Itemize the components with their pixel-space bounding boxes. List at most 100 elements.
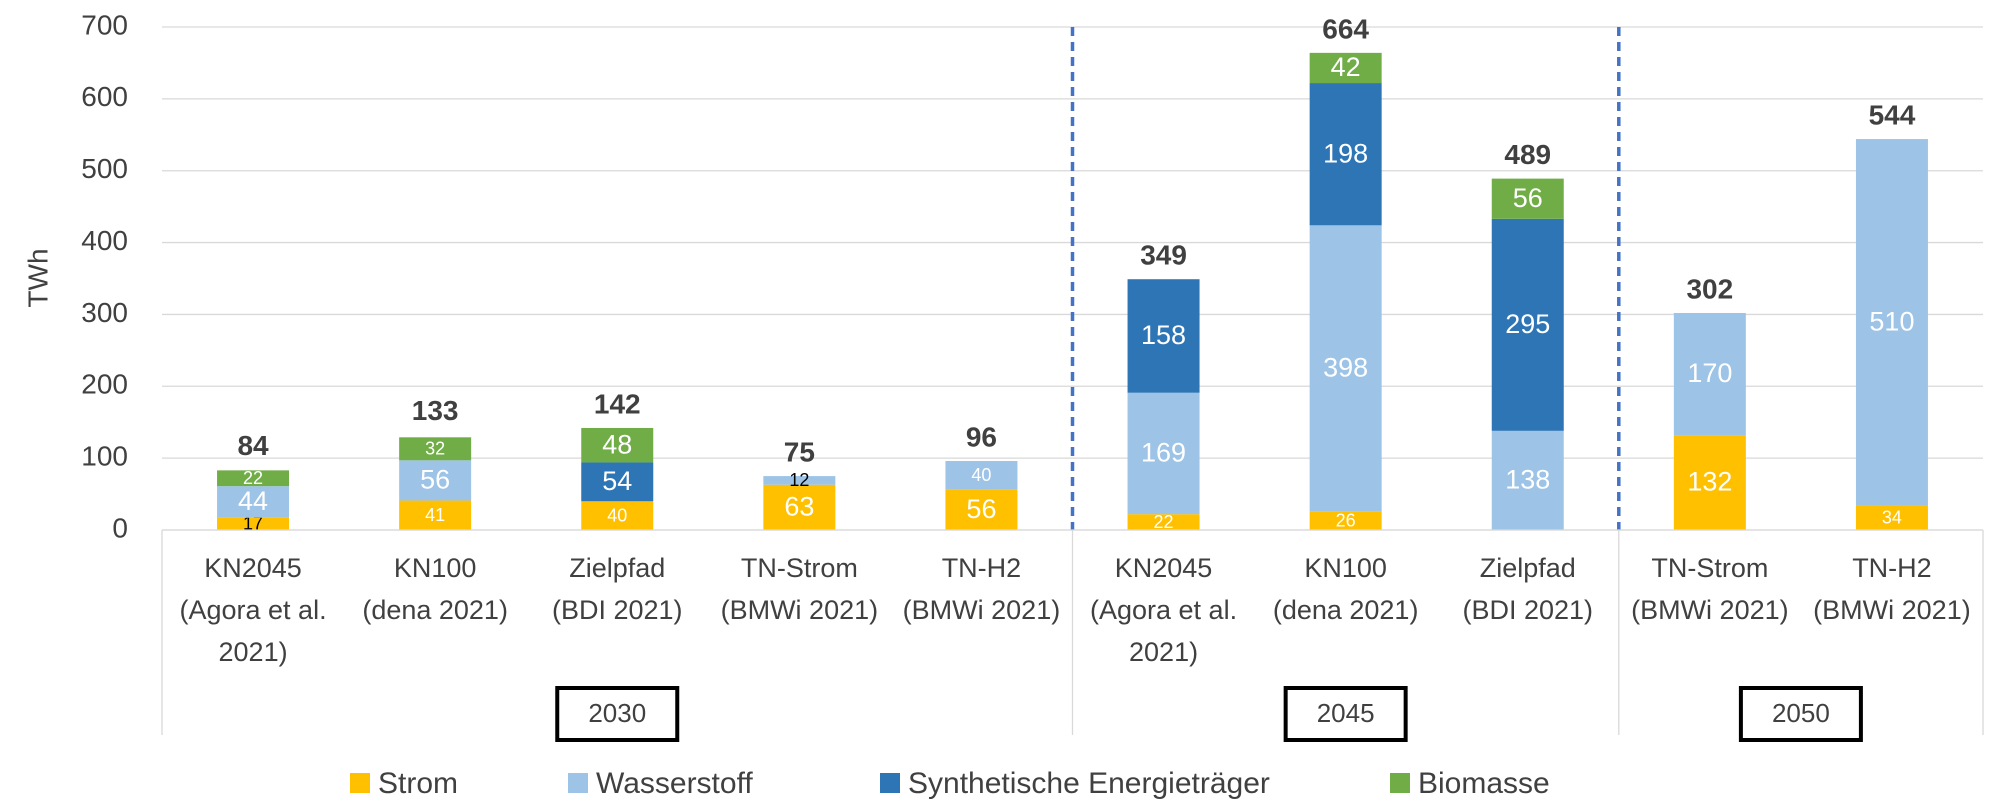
x-tick-label: 2021) (1129, 637, 1198, 667)
y-tick-label: 500 (81, 153, 128, 184)
legend-label: Biomasse (1418, 767, 1550, 800)
legend-swatch (1390, 773, 1410, 793)
total-label: 96 (966, 421, 997, 452)
group-label: 2050 (1772, 698, 1830, 728)
data-label: 48 (602, 429, 632, 459)
data-label: 54 (602, 466, 632, 496)
group-box (1283, 686, 1408, 742)
bar-segment (1491, 218, 1564, 431)
bar-segment (1491, 430, 1564, 530)
bar-segment (1309, 52, 1382, 84)
data-label: 56 (420, 465, 450, 495)
x-tick-label: 2021) (219, 637, 288, 667)
bar-segment (217, 517, 290, 530)
x-tick-label: KN100 (1304, 553, 1387, 583)
data-label: 40 (971, 465, 991, 485)
data-label: 56 (966, 494, 996, 524)
y-tick-label: 700 (81, 9, 128, 40)
bar-segment (763, 484, 836, 530)
x-tick-label: (BDI 2021) (552, 595, 683, 625)
x-tick-label: TN-Strom (741, 553, 858, 583)
total-label: 489 (1504, 139, 1551, 170)
data-label: 26 (1336, 510, 1356, 530)
bar-segment (1673, 435, 1746, 530)
x-tick-label: (Agora et al. (180, 595, 327, 625)
data-label: 34 (1882, 508, 1902, 528)
y-axis-label: TWh (22, 248, 53, 307)
total-label: 75 (784, 436, 815, 467)
x-tick-label: (BMWi 2021) (1631, 595, 1789, 625)
total-label: 302 (1686, 273, 1733, 304)
x-tick-label: (dena 2021) (362, 595, 508, 625)
data-label: 63 (784, 491, 814, 521)
group-label: 2030 (588, 698, 646, 728)
legend-swatch (880, 773, 900, 793)
data-label: 40 (607, 505, 627, 525)
x-tick-label: KN2045 (1115, 553, 1213, 583)
data-label: 132 (1687, 467, 1732, 497)
y-tick-label: 300 (81, 297, 128, 328)
total-label: 349 (1140, 240, 1187, 271)
x-tick-label: Zielpfad (569, 553, 665, 583)
data-label: 158 (1141, 320, 1186, 350)
bar-segment (399, 500, 472, 530)
legend-label: Wasserstoff (596, 767, 753, 800)
bar-segment (581, 427, 654, 463)
bar-segment (1127, 392, 1200, 515)
data-label: 42 (1331, 52, 1361, 82)
data-label: 17 (243, 514, 263, 534)
x-tick-label: TN-H2 (1852, 553, 1932, 583)
x-tick-label: (BMWi 2021) (1813, 595, 1971, 625)
bar-segment (1855, 139, 1928, 506)
total-label: 664 (1322, 13, 1369, 44)
y-tick-label: 200 (81, 369, 128, 400)
data-label: 12 (789, 470, 809, 490)
bar-segment (1127, 279, 1200, 393)
legend-swatch (568, 773, 588, 793)
total-label: 142 (594, 388, 641, 419)
group-label: 2045 (1317, 698, 1375, 728)
y-tick-label: 100 (81, 441, 128, 472)
data-label: 198 (1323, 138, 1368, 168)
group-box (1738, 686, 1863, 742)
bar-segment (581, 462, 654, 502)
data-label: 22 (1154, 512, 1174, 532)
data-label: 41 (425, 505, 445, 525)
bar-segment (581, 501, 654, 530)
total-label: 544 (1869, 99, 1916, 130)
bar-segment (1309, 511, 1382, 530)
bar-segment (945, 489, 1018, 530)
data-label: 22 (243, 468, 263, 488)
bar-segment (1309, 83, 1382, 226)
data-label: 169 (1141, 438, 1186, 468)
x-tick-label: (Agora et al. (1090, 595, 1237, 625)
bar-segment (945, 461, 1018, 490)
x-tick-label: KN100 (394, 553, 477, 583)
x-tick-label: (dena 2021) (1273, 595, 1419, 625)
data-label: 398 (1323, 352, 1368, 382)
data-label: 138 (1505, 465, 1550, 495)
y-tick-label: 400 (81, 225, 128, 256)
bar-segment (1855, 505, 1928, 530)
legend-label: Strom (378, 767, 458, 800)
legend-label: Synthetische Energieträger (908, 767, 1270, 800)
data-label: 44 (238, 486, 268, 516)
x-tick-label: KN2045 (204, 553, 302, 583)
x-tick-label: Zielpfad (1480, 553, 1576, 583)
data-label: 170 (1687, 358, 1732, 388)
group-box (555, 686, 680, 742)
bar-segment (1309, 225, 1382, 512)
data-label: 56 (1513, 183, 1543, 213)
legend-swatch (350, 773, 370, 793)
x-tick-label: TN-H2 (942, 553, 1022, 583)
data-label: 510 (1869, 306, 1914, 336)
y-tick-label: 600 (81, 81, 128, 112)
bar-segment (217, 486, 290, 518)
bar-segment (763, 476, 836, 485)
data-label: 32 (425, 439, 445, 459)
x-tick-label: (BDI 2021) (1462, 595, 1593, 625)
x-tick-label: (BMWi 2021) (721, 595, 879, 625)
x-tick-label: (BMWi 2021) (903, 595, 1061, 625)
bar-segment (1491, 178, 1564, 219)
